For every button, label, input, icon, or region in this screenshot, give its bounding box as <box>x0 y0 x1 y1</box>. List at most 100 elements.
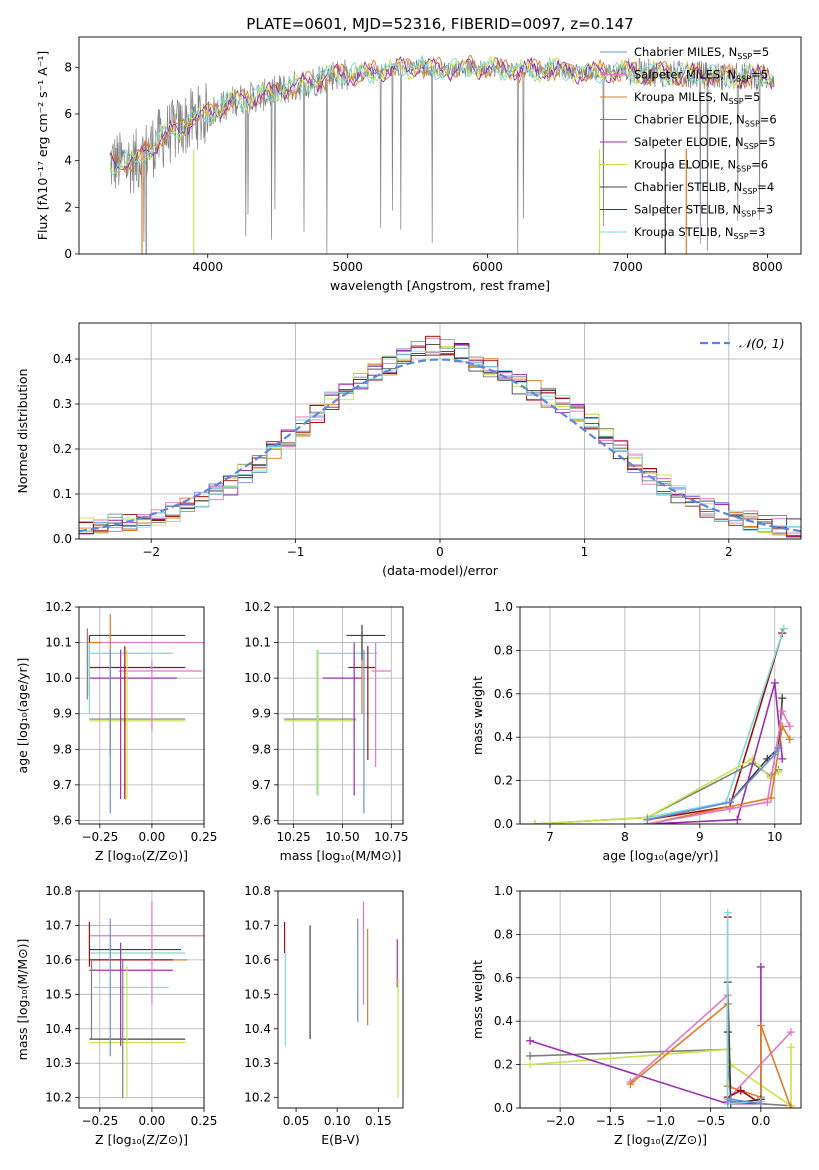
plus-marker <box>723 908 732 917</box>
axes-frame <box>78 606 205 825</box>
x-tick-label: 10.75 <box>374 830 408 844</box>
y-tick-label: 10.8 <box>244 884 271 898</box>
mass-vs-z-plot-area <box>88 901 204 1098</box>
x-tick-label: −2.0 <box>546 1114 575 1128</box>
x-tick-label: 0.25 <box>191 830 218 844</box>
axes-frame <box>78 890 205 1109</box>
x-tick-label: −1.5 <box>596 1114 625 1128</box>
y-tick-label: 0.4 <box>494 730 513 744</box>
plus-marker <box>643 815 652 824</box>
plus-marker <box>770 750 779 759</box>
legend-label: Salpeter ELODIE, NSSP=5 <box>634 135 776 151</box>
weight-line-chabrier_stelib <box>726 982 762 1105</box>
plus-marker <box>785 722 794 731</box>
y-tick-label: 1.0 <box>494 600 513 614</box>
plus-marker <box>774 744 783 753</box>
y-tick-label: 10.6 <box>244 953 271 967</box>
model-spectrum-kroupa_elodie <box>109 54 774 174</box>
histogram-kroupa_stelib <box>79 347 801 539</box>
x-tick-label: −1.0 <box>646 1114 675 1128</box>
x-tick-label: 0.05 <box>283 1114 310 1128</box>
weight-line-salpeter_elodie <box>647 682 784 824</box>
plus-marker <box>756 1021 765 1030</box>
x-tick-label: 0.10 <box>324 1114 351 1128</box>
axes-frame <box>78 322 802 540</box>
age-vs-mass-panel: 10.25 10.50 10.75 9.6 9.7 9.8 9.9 10.0 10.1 10.2 m… <box>244 600 408 863</box>
y-tick-label: 0.0 <box>494 817 513 831</box>
y-tick-label: 9.7 <box>53 778 72 792</box>
plus-marker <box>530 820 539 824</box>
x-tick-label: 0.00 <box>139 1114 166 1128</box>
weight-vs-z-panel: −2.0 −1.5 −1.0 −0.5 0.0 0.0 0.2 0.4 0.6 0.8 1.0 Z [… <box>470 884 802 1147</box>
y-tick-label: 10.2 <box>244 600 271 614</box>
x-axis-label: E(B-V) <box>321 1132 360 1147</box>
y-axis-label: Normed distribution <box>15 369 30 494</box>
x-tick-label: −1 <box>287 545 305 559</box>
mass-vs-z-panel: −0.25 0.00 0.25 10.2 10.3 10.4 10.5 10.6 10.7 10.… <box>15 884 217 1147</box>
x-tick-label: 2 <box>725 545 733 559</box>
y-tick-label: 9.9 <box>252 707 271 721</box>
y-tick-label: 1.0 <box>494 884 513 898</box>
x-tick-label: 9 <box>696 830 704 844</box>
y-tick-label: 9.6 <box>53 813 72 827</box>
plus-marker <box>778 707 787 716</box>
y-tick-label: 10.2 <box>45 600 72 614</box>
plus-marker <box>526 1036 535 1045</box>
plus-marker <box>779 624 788 633</box>
y-tick-label: 0.2 <box>494 1058 513 1072</box>
x-axis-label: Z [log₁₀(Z/Z⊙)] <box>95 848 188 863</box>
y-tick-label: 9.6 <box>252 813 271 827</box>
y-tick-label: 10.4 <box>244 1022 271 1036</box>
plus-marker <box>733 815 742 824</box>
axes-frame <box>519 606 802 825</box>
plus-marker <box>725 798 734 807</box>
plus-marker <box>785 735 794 744</box>
plus-marker <box>786 1028 795 1037</box>
plus-marker <box>778 694 787 703</box>
x-tick-label: 0.0 <box>751 1114 770 1128</box>
weight-vs-age-panel: 7 8 9 10 0.0 0.2 0.4 0.6 0.8 1.0 age [log₁₀(age/yr… <box>470 600 802 863</box>
residuals-panel: −2 −1 0 1 2 0.0 0.1 0.2 0.3 0.4 (data-model)/error… <box>15 322 802 578</box>
weight-vs-z-plot-area <box>526 908 795 1108</box>
x-axis-label: Z [log₁₀(Z/Z⊙)] <box>95 1132 188 1147</box>
plus-marker <box>778 754 787 763</box>
legend-label: Kroupa ELODIE, NSSP=6 <box>634 158 768 174</box>
x-axis-label: mass [log₁₀(M/M⊙)] <box>280 848 402 863</box>
spectrum-panel: 4000 5000 6000 7000 8000 0 2 4 6 8 wavelength [Ang… <box>35 36 802 293</box>
y-tick-label: 10.1 <box>244 636 271 650</box>
legend-label: Salpeter STELIB, NSSP=3 <box>634 203 773 219</box>
y-tick-label: 10.2 <box>45 1091 72 1105</box>
y-tick-label: 8 <box>64 60 72 74</box>
y-tick-label: 0.4 <box>494 1014 513 1028</box>
y-tick-label: 0.3 <box>53 397 72 411</box>
plus-marker <box>626 1080 635 1089</box>
y-tick-label: 0.6 <box>494 971 513 985</box>
y-tick-label: 0.0 <box>494 1101 513 1115</box>
plus-marker <box>526 1051 535 1060</box>
legend-label: Chabrier ELODIE, NSSP=6 <box>634 113 777 129</box>
y-axis-label: Flux [fλ10⁻¹⁷ erg cm⁻² s⁻¹ A⁻¹] <box>35 51 50 240</box>
axes-frame <box>277 606 404 825</box>
y-tick-label: 10.3 <box>45 1056 72 1070</box>
spectrum-plot-area <box>109 54 775 254</box>
y-tick-label: 0 <box>64 247 72 261</box>
y-tick-label: 0.2 <box>53 442 72 456</box>
y-tick-label: 0.8 <box>494 927 513 941</box>
y-tick-label: 10.1 <box>45 636 72 650</box>
y-tick-label: 0.0 <box>53 532 72 546</box>
histogram-salpeter_stelib <box>79 335 801 539</box>
plus-marker <box>726 1095 735 1104</box>
y-tick-label: 10.8 <box>45 884 72 898</box>
weight-vs-age-plot-area <box>530 624 794 824</box>
plus-marker <box>526 1060 535 1069</box>
x-tick-label: 0.25 <box>191 1114 218 1128</box>
plus-marker <box>756 962 765 971</box>
mass-vs-ebv-plot-area <box>283 901 399 1098</box>
y-axis-label: age [log₁₀(age/yr)] <box>15 658 30 774</box>
x-axis-label: wavelength [Angstrom, rest frame] <box>330 278 550 293</box>
mass-vs-ebv-panel: 0.05 0.10 0.15 10.2 10.3 10.4 10.5 10.6 10.7 10.8… <box>244 884 404 1147</box>
plus-marker <box>736 1086 745 1095</box>
x-tick-label: 10.25 <box>276 830 310 844</box>
y-tick-label: 9.7 <box>252 778 271 792</box>
x-tick-label: −0.25 <box>81 830 118 844</box>
